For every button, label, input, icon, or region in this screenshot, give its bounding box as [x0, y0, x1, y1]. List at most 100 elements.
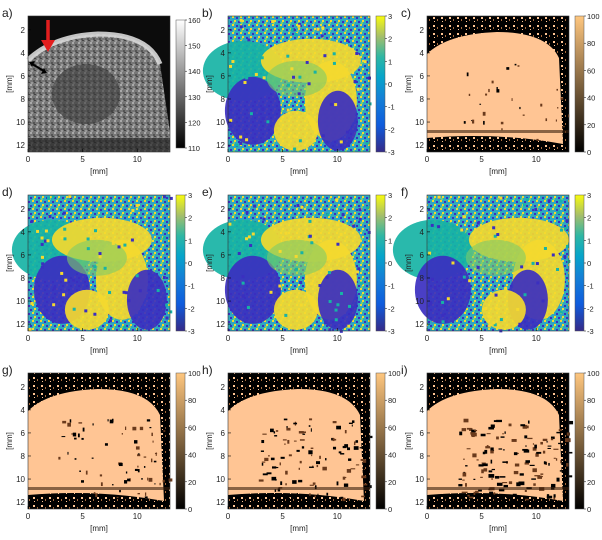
colorbar-tick-label: 3	[587, 191, 591, 200]
x-tick-label: 10	[532, 334, 541, 343]
y-tick-label: 6	[221, 251, 226, 260]
colorbar-tick-label: 1	[388, 236, 392, 245]
y-tick-label: 12	[216, 498, 225, 507]
x-tick-label: 10	[133, 512, 142, 521]
colorbar-tick-label: 0	[388, 505, 392, 514]
panel-letter: f)	[401, 185, 408, 199]
y-axis-label: [mm]	[5, 432, 14, 450]
panel-letter: a)	[2, 6, 13, 20]
x-tick-label: 0	[425, 334, 430, 343]
colorbar-tick-label: 20	[388, 478, 396, 487]
y-tick-label: 8	[21, 95, 26, 104]
panel-letter: e)	[202, 185, 213, 199]
colorbar-tick-label: 20	[587, 478, 595, 487]
colorbar-tick-label: 40	[188, 451, 196, 460]
y-tick-label: 2	[221, 205, 226, 214]
colorbar-tick-label: 2	[388, 214, 392, 223]
y-tick-label: 8	[221, 274, 226, 283]
y-tick-label: 2	[420, 383, 425, 392]
y-tick-label: 10	[216, 297, 225, 306]
x-axis-label: [mm]	[489, 167, 507, 176]
y-tick-label: 10	[216, 475, 225, 484]
y-axis-label: [mm]	[205, 75, 214, 93]
x-tick-label: 0	[26, 512, 31, 521]
y-tick-label: 6	[21, 251, 26, 260]
panels-grid: a)0 5 10[mm]24681012[mm]160150140130120110…	[2, 6, 600, 533]
x-tick-label: 5	[280, 334, 285, 343]
colorbar-tick-label: 60	[587, 66, 595, 75]
colorbar	[375, 194, 386, 332]
colorbar-tick-label: 130	[188, 93, 201, 102]
colorbar-tick-label: 3	[388, 12, 392, 21]
y-tick-label: 4	[221, 49, 226, 58]
colorbar-tick-label: -1	[188, 282, 195, 291]
y-axis-label: [mm]	[5, 75, 14, 93]
y-axis-label: [mm]	[205, 432, 214, 450]
colorbar-tick-label: -2	[388, 125, 395, 134]
x-tick-label: 5	[280, 155, 285, 164]
panel-i: i) 0 5 10 [mm] 2 4 6 8 10 12 [mm] 100 80 60 40 20 0	[401, 363, 600, 533]
colorbar	[574, 15, 585, 153]
y-axis-label: [mm]	[5, 254, 14, 272]
colorbar-tick-label: 60	[587, 423, 595, 432]
panel-c: c) 0 5 10 [mm] 2 4 6 8 10 12 [mm] 100 80 60 40 20 0	[401, 6, 600, 176]
colorbar-tick-label: 3	[388, 191, 392, 200]
panel-image	[228, 373, 373, 509]
x-tick-label: 10	[333, 155, 342, 164]
red-arrow-icon	[41, 20, 55, 52]
y-tick-label: 10	[415, 118, 424, 127]
y-tick-label: 8	[420, 274, 425, 283]
y-tick-label: 8	[420, 95, 425, 104]
colorbar-tick-label: 160	[188, 16, 201, 25]
x-tick-label: 0	[226, 512, 231, 521]
y-tick-label: 8	[21, 452, 26, 461]
y-axis-label: [mm]	[404, 254, 413, 272]
x-tick-label: 0	[26, 155, 31, 164]
y-tick-label: 12	[415, 141, 424, 150]
colorbar-tick-label: 80	[587, 396, 595, 405]
y-tick-label: 6	[420, 72, 425, 81]
colorbar-tick-label: 60	[388, 423, 396, 432]
colorbar	[375, 15, 386, 153]
colorbar	[175, 194, 186, 332]
y-tick-label: 4	[420, 406, 425, 415]
x-tick-label: 10	[532, 512, 541, 521]
y-tick-label: 2	[21, 26, 26, 35]
y-tick-label: 12	[16, 498, 25, 507]
colorbar	[375, 372, 386, 510]
x-axis-label: [mm]	[290, 167, 308, 176]
colorbar-tick-label: 1	[388, 57, 392, 66]
colorbar-tick-label: -3	[587, 327, 594, 336]
y-tick-label: 10	[16, 297, 25, 306]
colorbar-tick-label: -2	[188, 304, 195, 313]
y-tick-label: 4	[21, 49, 26, 58]
x-tick-label: 10	[532, 155, 541, 164]
colorbar-tick-label: -1	[388, 103, 395, 112]
y-tick-label: 10	[16, 118, 25, 127]
colorbar-tick-label: -1	[587, 282, 594, 291]
panel-letter: g)	[2, 363, 13, 377]
x-tick-label: 5	[479, 155, 484, 164]
y-tick-label: 6	[221, 429, 226, 438]
x-tick-label: 0	[26, 334, 31, 343]
y-tick-label: 6	[221, 72, 226, 81]
x-tick-label: 5	[479, 334, 484, 343]
colorbar-tick-label: 110	[188, 144, 200, 153]
x-axis-label: [mm]	[290, 346, 308, 355]
colorbar-tick-label: -3	[388, 148, 395, 157]
y-tick-label: 12	[216, 141, 225, 150]
colorbar-tick-label: 3	[188, 191, 192, 200]
y-tick-label: 2	[420, 205, 425, 214]
x-axis-label: [mm]	[489, 346, 507, 355]
colorbar	[175, 19, 186, 149]
colorbar-tick-label: 0	[388, 259, 392, 268]
x-tick-label: 10	[133, 334, 142, 343]
panel-image	[28, 373, 173, 509]
x-tick-label: 5	[479, 512, 484, 521]
x-tick-label: 0	[226, 334, 231, 343]
colorbar-tick-label: 140	[188, 67, 201, 76]
colorbar-tick-label: 20	[587, 121, 595, 130]
y-tick-label: 12	[415, 498, 424, 507]
